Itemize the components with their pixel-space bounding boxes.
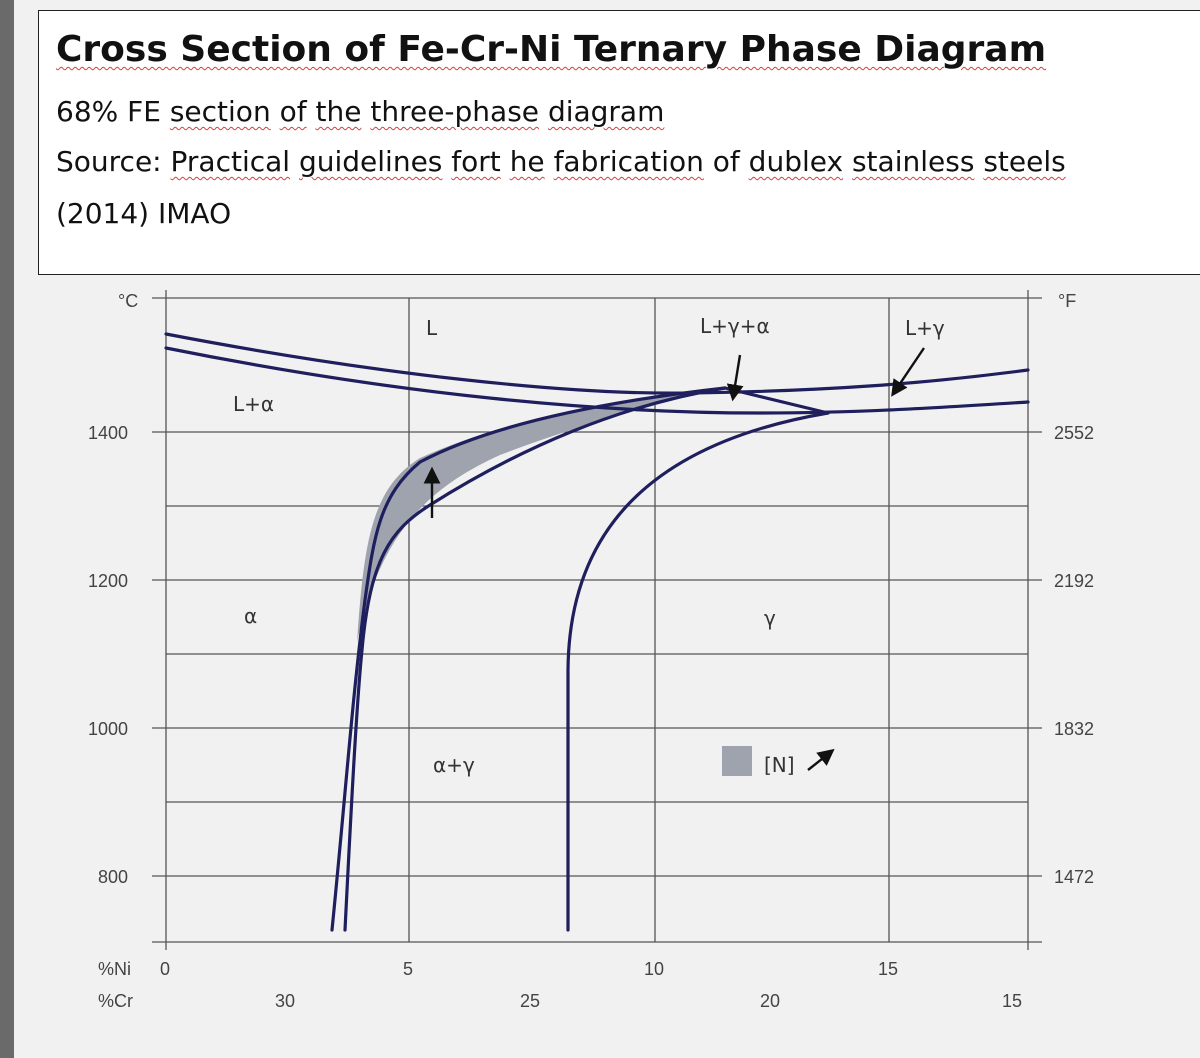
source-word: guidelines [298,145,443,178]
source-word: stainless [851,145,975,178]
cr-axis-label: %Cr [98,991,133,1011]
x-axis-ni: %Ni 0 5 10 15 [98,959,898,979]
x-tick-label: 10 [644,959,664,979]
arrow-three-phase [726,354,744,402]
arrow-l-gamma [891,347,925,397]
y-tick-label: 2192 [1054,571,1094,591]
page-title: Cross Section of Fe-Cr-Ni Ternary Phase … [56,29,1047,70]
x-tick-label: 15 [878,959,898,979]
y-tick-label: 1832 [1054,719,1094,739]
title-box: Cross Section of Fe-Cr-Ni Ternary Phase … [38,10,1200,275]
legend-label: [N] [764,753,795,777]
subtitle-word: the [315,95,362,128]
gridlines [152,298,1042,942]
y-tick-label: 1472 [1054,867,1094,887]
phase-label-l-gamma: L+γ [905,316,945,340]
arrow-nitrogen [807,748,835,771]
subtitle-line: 68% FE section of the three-phase diagra… [56,95,664,128]
ni-axis-label: %Ni [98,959,131,979]
subtitle-word: 68% FE [56,95,161,128]
x-tick-label: 30 [275,991,295,1011]
source-word: of [712,145,740,178]
source-word: fabrication [553,145,704,178]
phase-label-gamma: γ [764,606,776,630]
subtitle-word: of [279,95,307,128]
subtitle-word: section [169,95,271,128]
x-tick-label: 20 [760,991,780,1011]
source-line: Source: Practical guidelines fort he fab… [56,145,1066,178]
y-tick-label: 1000 [88,719,128,739]
nitrogen-shaded-region [357,388,725,642]
gamma-boundary-curve [566,411,830,932]
x-tick-label: 5 [403,959,413,979]
phase-label-alpha: α [244,604,257,628]
left-unit-label: °C [118,291,138,311]
phase-label-l-gamma-alpha: L+γ+α [700,314,770,338]
window-left-edge [0,0,14,1058]
source-word: fort [451,145,501,178]
year-credit: (2014) IMAO [56,197,232,230]
phase-boundaries [164,332,1030,932]
source-word: dublex [748,145,844,178]
y-axis-left: °C 1400 1200 1000 800 [88,291,138,887]
phase-label-alpha-gamma: α+γ [433,753,475,777]
legend: [N] [722,746,795,777]
lower-liquidus-curve [164,346,1030,415]
legend-swatch [722,746,752,776]
source-word: Practical [170,145,291,178]
source-word: he [509,145,545,178]
x-axis-cr: %Cr 30 25 20 15 [98,991,1022,1011]
y-axis-right: °F 2552 2192 1832 1472 [1054,291,1094,887]
y-tick-label: 1200 [88,571,128,591]
phase-label-liquid: L [426,316,438,340]
y-tick-label: 1400 [88,423,128,443]
gamma-solvus-curve [343,386,727,932]
subtitle-word: three-phase [370,95,540,128]
y-tick-label: 800 [98,867,128,887]
right-unit-label: °F [1058,291,1076,311]
x-tick-label: 25 [520,991,540,1011]
arrows [423,347,925,771]
subtitle-word: diagram [547,95,665,128]
source-word: Source: [56,145,162,178]
phase-label-l-alpha: L+α [233,392,274,416]
alpha-solvus-curve [330,386,727,932]
y-tick-label: 2552 [1054,423,1094,443]
source-word: steels [983,145,1066,178]
phase-labels: L L+γ+α L+γ L+α α γ α+γ [233,314,945,777]
x-tick-label: 0 [160,959,170,979]
plot-frame [152,290,1042,950]
x-tick-label: 15 [1002,991,1022,1011]
